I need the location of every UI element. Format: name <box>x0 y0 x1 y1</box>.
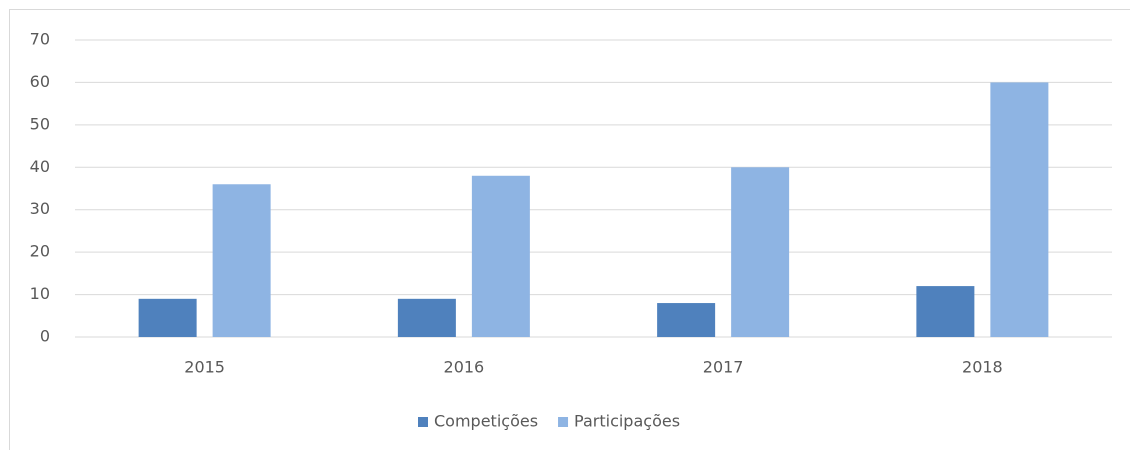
bar <box>212 184 271 337</box>
y-tick-label: 10 <box>30 284 50 303</box>
y-tick-label: 20 <box>30 242 50 261</box>
legend-label: Participações <box>574 412 680 431</box>
x-tick-label: 2016 <box>444 358 485 377</box>
bar <box>731 167 790 337</box>
y-tick-label: 0 <box>40 327 50 346</box>
y-tick-label: 70 <box>30 30 50 49</box>
bar <box>916 286 975 337</box>
x-tick-label: 2018 <box>962 358 1003 377</box>
legend-swatch <box>418 417 428 427</box>
bar <box>657 303 716 337</box>
y-tick-label: 60 <box>30 72 50 91</box>
legend-label: Competições <box>434 412 538 431</box>
bar <box>471 175 530 337</box>
chart-frame <box>9 9 1130 450</box>
x-tick-label: 2015 <box>184 358 225 377</box>
y-tick-label: 50 <box>30 114 50 133</box>
bar <box>138 298 197 337</box>
bar <box>397 298 456 337</box>
legend-swatch <box>558 417 569 427</box>
bar <box>990 82 1049 337</box>
x-tick-label: 2017 <box>703 358 744 377</box>
y-tick-label: 40 <box>30 157 50 176</box>
y-tick-label: 30 <box>30 199 50 218</box>
